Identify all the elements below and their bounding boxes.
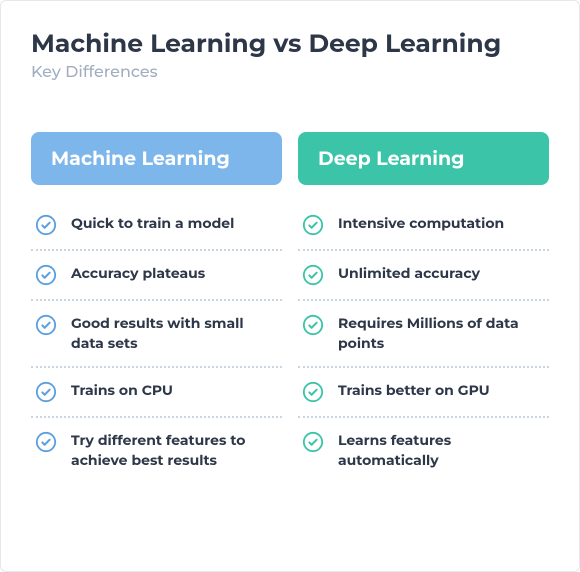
list-item: Unlimited accuracy [298,251,549,301]
check-icon [302,381,324,403]
item-text: Trains better on GPU [338,381,490,401]
item-text: Intensive computation [338,214,504,234]
item-text: Learns features automatically [338,431,545,470]
list-item: Requires Millions of data points [298,301,549,368]
item-text: Try different features to achieve best r… [71,431,278,470]
list-item: Quick to train a model [31,201,282,251]
list-item: Trains on CPU [31,368,282,418]
ml-header: Machine Learning [31,132,282,185]
check-icon [302,264,324,286]
ml-list: Quick to train a model Accuracy plateaus G… [31,201,282,483]
check-icon [35,214,57,236]
list-item: Intensive computation [298,201,549,251]
item-text: Accuracy plateaus [71,264,205,284]
dl-list: Intensive computation Unlimited accuracy R… [298,201,549,483]
check-icon [35,431,57,453]
list-item: Learns features automatically [298,418,549,483]
list-item: Try different features to achieve best r… [31,418,282,483]
item-text: Requires Millions of data points [338,314,545,353]
item-text: Trains on CPU [71,381,173,401]
page-subtitle: Key Differences [31,63,549,82]
dl-column: Deep Learning Intensive computation Unlim… [298,132,549,483]
check-icon [35,381,57,403]
list-item: Accuracy plateaus [31,251,282,301]
check-icon [302,314,324,336]
page-title: Machine Learning vs Deep Learning [31,29,549,59]
item-text: Quick to train a model [71,214,234,234]
list-item: Trains better on GPU [298,368,549,418]
check-icon [302,214,324,236]
columns-wrapper: Machine Learning Quick to train a model A… [31,132,549,483]
check-icon [35,264,57,286]
dl-header: Deep Learning [298,132,549,185]
check-icon [302,431,324,453]
item-text: Unlimited accuracy [338,264,480,284]
list-item: Good results with small data sets [31,301,282,368]
comparison-container: Machine Learning vs Deep Learning Key Di… [0,0,580,572]
ml-column: Machine Learning Quick to train a model A… [31,132,282,483]
check-icon [35,314,57,336]
item-text: Good results with small data sets [71,314,278,353]
